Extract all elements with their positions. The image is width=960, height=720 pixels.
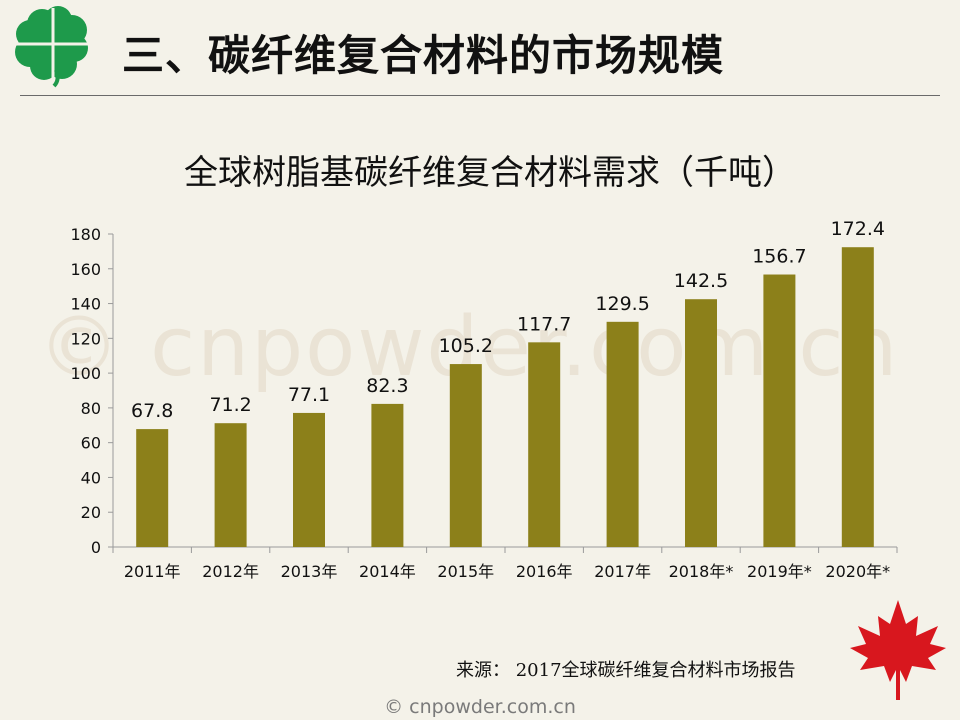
y-tick-label: 160 (70, 260, 101, 279)
y-tick-label: 60 (81, 434, 101, 453)
bar (685, 299, 717, 547)
y-tick-label: 140 (70, 295, 101, 314)
y-tick-label: 100 (70, 364, 101, 383)
title-divider (20, 95, 940, 96)
source-note: 来源： 2017全球碳纤维复合材料市场报告 (456, 656, 796, 682)
chart-title: 全球树脂基碳纤维复合材料需求（千吨） (184, 153, 796, 193)
bar (841, 247, 874, 547)
source-label: 来源： (456, 660, 510, 681)
y-tick-label: 20 (81, 503, 101, 522)
data-label: 71.2 (209, 394, 251, 416)
data-label: 67.8 (131, 400, 173, 422)
footer-watermark: © cnpowder.com.cn (384, 696, 576, 718)
data-label: 172.4 (831, 218, 885, 240)
data-label: 142.5 (674, 270, 728, 292)
x-tick-label: 2011年 (124, 562, 181, 581)
x-tick-label: 2012年 (202, 562, 259, 581)
bar (763, 274, 796, 547)
page-title: 三、碳纤维复合材料的市场规模 (122, 31, 725, 80)
chart-labels: 0 20 40 60 80 100 120 140 160 180 67.8 2011年 71.2 201… (70, 218, 890, 581)
y-tick-label: 0 (91, 538, 101, 557)
bar (606, 321, 639, 547)
maple-leaf-icon (850, 600, 946, 700)
chart-bars (136, 247, 874, 547)
clover-logo-icon (15, 6, 90, 88)
bar (371, 403, 404, 547)
data-label: 156.7 (752, 246, 806, 268)
data-label: 117.7 (517, 313, 571, 335)
bar (449, 364, 482, 547)
data-label: 129.5 (595, 293, 649, 315)
x-tick-label: 2017年 (594, 562, 651, 581)
y-tick-label: 40 (81, 468, 101, 487)
data-label: 105.2 (439, 335, 493, 357)
x-tick-label: 2014年 (359, 562, 416, 581)
bar (293, 412, 325, 547)
source-value: 2017全球碳纤维复合材料市场报告 (515, 660, 796, 681)
x-tick-label: 2018年* (669, 562, 734, 581)
x-tick-label: 2020年* (825, 562, 890, 581)
data-label: 82.3 (366, 375, 408, 397)
y-tick-label: 80 (81, 399, 101, 418)
bar (528, 342, 561, 547)
y-tick-label: 120 (70, 329, 101, 348)
x-tick-label: 2016年 (516, 562, 573, 581)
x-tick-label: 2015年 (437, 562, 494, 581)
x-tick-label: 2013年 (281, 562, 338, 581)
x-tick-label: 2019年* (747, 562, 812, 581)
y-tick-label: 180 (70, 225, 101, 244)
bar (136, 429, 169, 547)
data-label: 77.1 (288, 384, 330, 406)
bar (214, 423, 247, 547)
